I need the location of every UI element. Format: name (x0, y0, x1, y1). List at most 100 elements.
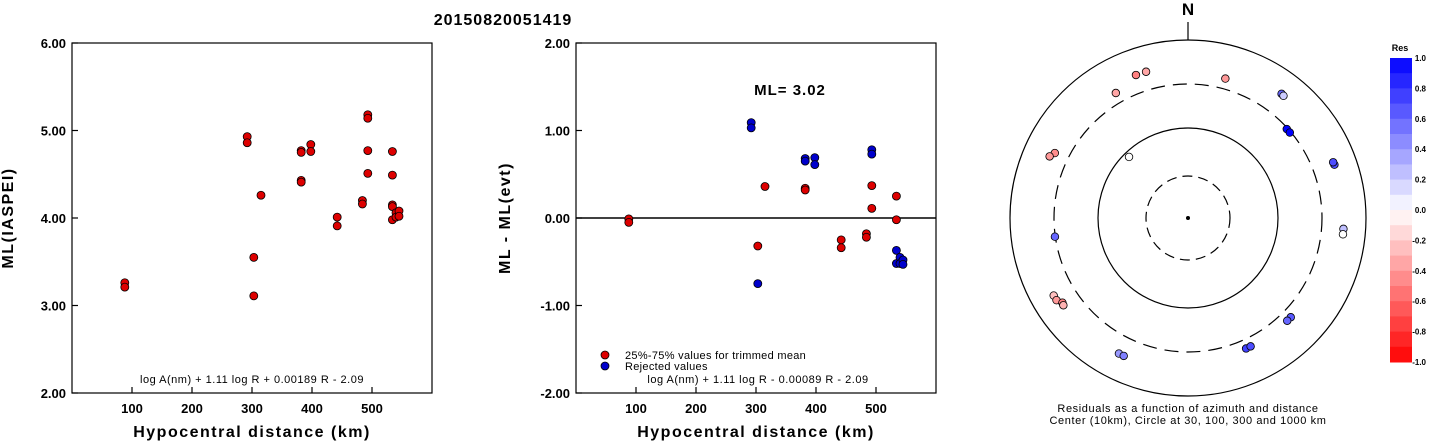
x-tick-label: 200 (685, 401, 707, 416)
y-tick-label: -1.00 (540, 299, 570, 314)
x-tick-label: 100 (625, 401, 647, 416)
x-axis-title: Hypocentral distance (km) (133, 424, 371, 441)
colorbar-tick-label: -1.0 (1412, 358, 1426, 367)
data-point (363, 113, 373, 123)
colorbar-tick-label: 0.4 (1415, 145, 1427, 154)
x-tick-label: 300 (745, 401, 767, 416)
colorbar-tick-label: -0.4 (1412, 267, 1426, 276)
magnitude-vs-distance-plot: 100 200 300 400 500 2.00 3.00 4.00 5.00 6.00 log… (0, 36, 433, 441)
colorbar-band (1390, 240, 1412, 257)
station-point (1279, 91, 1288, 101)
y-tick-label: 5.00 (41, 124, 66, 139)
data-point (867, 181, 877, 191)
data-point (363, 168, 373, 178)
colorbar-tick-label: 1.0 (1415, 54, 1427, 63)
formula-text: log A(nm) + 1.11 log R + 0.00189 R - 2.0… (140, 374, 364, 386)
station-point (1221, 74, 1230, 83)
colorbar-tick-label: 0.0 (1415, 206, 1427, 215)
data-point (394, 211, 404, 221)
colorbar-band (1390, 179, 1412, 196)
data-point (760, 182, 770, 191)
north-label: N (1182, 0, 1194, 19)
data-point (242, 138, 252, 148)
x-tick-label: 500 (865, 401, 887, 416)
colorbar-band (1390, 270, 1412, 287)
station-point (1119, 351, 1128, 361)
station-point (1059, 301, 1068, 310)
y-tick-label: 0.00 (545, 211, 570, 226)
colorbar-band (1390, 346, 1412, 363)
data-point (892, 191, 901, 201)
x-tick-label: 200 (181, 401, 203, 416)
colorbar-tick-label: 0.6 (1415, 115, 1427, 124)
station-point (1141, 67, 1151, 76)
data-point (862, 232, 871, 242)
x-tick-label: 300 (241, 401, 263, 416)
residual-vs-distance-plot: 100 200 300 400 500 -2.00 -1.00 0.00 1.00 2.00 M… (497, 36, 937, 441)
data-point (249, 252, 259, 262)
data-point (753, 241, 763, 251)
center-point (1186, 216, 1190, 220)
x-tick-label: 500 (361, 401, 383, 416)
colorbar-band (1390, 225, 1412, 241)
colorbar-band (1390, 316, 1412, 333)
colorbar-band (1390, 164, 1412, 181)
x-axis: 100 200 300 400 500 (121, 387, 383, 416)
data-point (810, 160, 820, 170)
data-point (120, 282, 130, 292)
ml-annotation: ML= 3.02 (754, 82, 826, 99)
station-point (1283, 316, 1292, 325)
colorbar-tick-label: -0.6 (1412, 297, 1426, 306)
x-axis-title: Hypocentral distance (km) (637, 424, 875, 441)
y-tick-label: 6.00 (41, 36, 66, 51)
x-tick-label: 400 (805, 401, 827, 416)
colorbar-band (1390, 149, 1412, 165)
colorbar-band (1390, 331, 1412, 348)
colorbar-band (1390, 58, 1412, 74)
colorbar-band (1390, 134, 1412, 150)
y-tick-label: 1.00 (545, 124, 570, 139)
azimuth-residual-polar-plot: N Residuals as a function of azimuth and… (1009, 0, 1367, 427)
data-point (387, 147, 397, 156)
colorbar-tick-label: 0.8 (1415, 84, 1427, 93)
colorbar-band (1390, 88, 1412, 105)
data-point (387, 170, 397, 180)
legend-label-rejected: Rejected values (625, 361, 708, 373)
colorbar-band (1390, 301, 1412, 317)
data-point (332, 212, 342, 222)
data-point (306, 147, 316, 156)
colorbar-band (1390, 194, 1412, 211)
data-point (836, 235, 846, 245)
colorbar-band (1390, 73, 1412, 89)
colorbar-band (1390, 286, 1412, 302)
residual-colorbar: Res 1.0 0.8 0.6 0.4 0.2 0.0 -0.2 -0.4 -0.6 -0.8 -1… (1390, 43, 1427, 367)
data-point (332, 221, 342, 231)
legend-label-trimmed: 25%-75% values for trimmed mean (625, 350, 806, 362)
caption-line-2: Center (10km), Circle at 30, 100, 300 an… (1049, 415, 1326, 427)
station-point (1328, 158, 1338, 167)
legend: 25%-75% values for trimmed mean Rejected… (600, 350, 806, 373)
caption-line-1: Residuals as a function of azimuth and d… (1057, 403, 1318, 415)
data-point (892, 215, 901, 225)
legend-marker-trimmed (600, 350, 610, 360)
station-point (1285, 128, 1295, 137)
data-point (892, 245, 901, 255)
data-point (624, 217, 634, 227)
station-point (1045, 152, 1054, 161)
data-point (867, 203, 877, 213)
x-tick-label: 400 (301, 401, 323, 416)
station-point (1111, 88, 1121, 98)
circle-100km (1097, 127, 1279, 309)
data-point (836, 243, 846, 253)
data-point (898, 259, 908, 269)
data-point (800, 185, 810, 195)
colorbar-band (1390, 103, 1412, 120)
data-point (746, 123, 756, 133)
data-point (800, 156, 810, 166)
station-point (1246, 342, 1255, 351)
x-tick-label: 100 (121, 401, 143, 416)
station-point (1124, 152, 1134, 162)
legend-marker-rejected (600, 361, 610, 371)
y-tick-label: 3.00 (41, 299, 66, 314)
